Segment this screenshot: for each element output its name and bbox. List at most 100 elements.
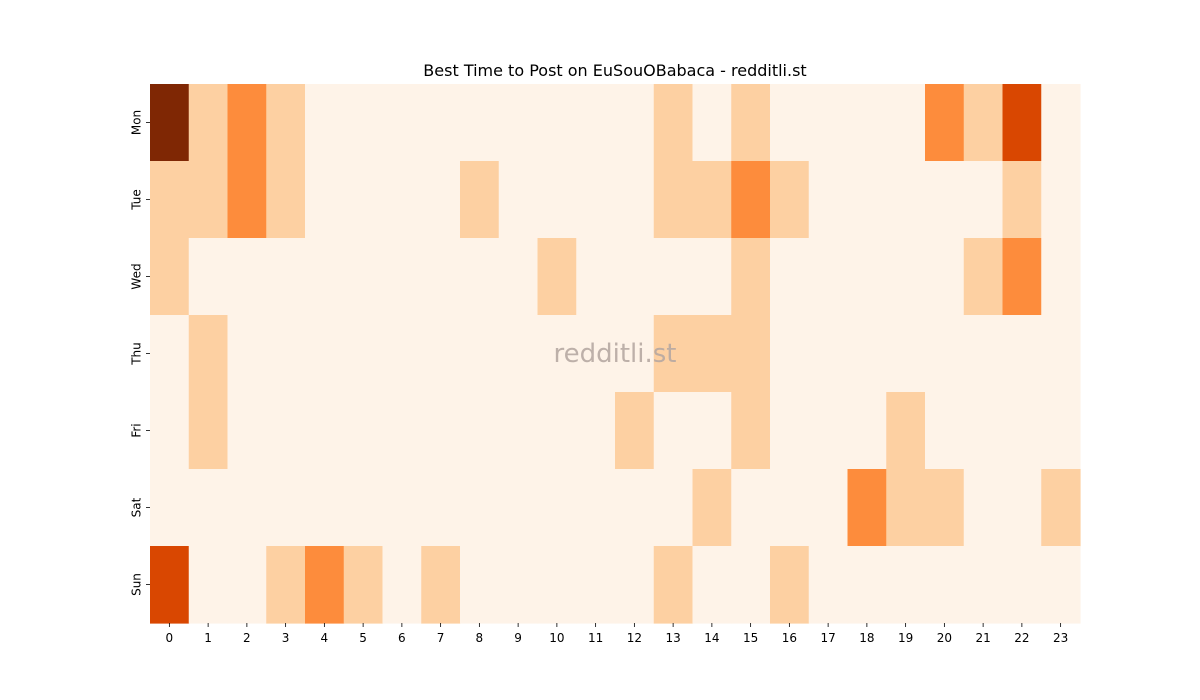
heatmap-cell-mon-21	[963, 84, 1004, 162]
heatmap-cell-sun-5	[343, 546, 384, 624]
heatmap-cell-tue-5	[343, 161, 384, 239]
heatmap-cell-fri-4	[305, 392, 345, 470]
heatmap-cell-sun-3	[266, 546, 306, 624]
heatmap-cell-thu-8	[460, 315, 500, 393]
heatmap-cell-wed-9	[498, 238, 539, 316]
heatmap-cell-fri-22	[1002, 392, 1042, 470]
heatmap-cell-mon-0	[150, 84, 190, 162]
heatmap-cell-mon-18	[847, 84, 887, 162]
heatmap-cell-sat-12	[615, 469, 655, 547]
chart-title: Best Time to Post on EuSouOBabaca - redd…	[423, 61, 806, 80]
heatmap-cell-thu-11	[576, 315, 616, 393]
heatmap-cell-wed-18	[847, 238, 887, 316]
heatmap-cell-sat-16	[770, 469, 810, 547]
y-tick-label: Tue	[130, 189, 144, 211]
heatmap-cell-tue-9	[498, 161, 539, 239]
heatmap-cell-fri-15	[731, 392, 771, 470]
heatmap-cell-mon-14	[692, 84, 732, 162]
heatmap-cell-fri-16	[770, 392, 810, 470]
heatmap-cell-tue-0	[150, 161, 190, 239]
x-tick-label: 14	[704, 631, 719, 645]
y-tick-label: Sun	[130, 573, 144, 596]
heatmap-cell-tue-17	[808, 161, 849, 239]
x-tick-label: 1	[204, 631, 212, 645]
heatmap-cell-sat-21	[963, 469, 1004, 547]
heatmap-cell-sat-14	[692, 469, 732, 547]
heatmap-cell-fri-12	[615, 392, 655, 470]
heatmap-cell-wed-8	[460, 238, 500, 316]
heatmap-cell-tue-8	[460, 161, 500, 239]
heatmap-cell-mon-1	[188, 84, 229, 162]
x-tick-label: 19	[898, 631, 913, 645]
heatmap-cell-fri-18	[847, 392, 887, 470]
heatmap-cell-fri-21	[963, 392, 1004, 470]
x-tick-label: 7	[437, 631, 445, 645]
x-tick-label: 0	[166, 631, 174, 645]
heatmap-cell-tue-19	[886, 161, 926, 239]
heatmap-cell-sat-11	[576, 469, 616, 547]
heatmap-cell-sun-21	[963, 546, 1004, 624]
heatmap-cell-mon-5	[343, 84, 384, 162]
x-tick-label: 16	[782, 631, 797, 645]
heatmap-cell-wed-23	[1041, 238, 1081, 316]
x-tick-label: 8	[476, 631, 484, 645]
heatmap-cell-wed-12	[615, 238, 655, 316]
x-tick-label: 4	[321, 631, 329, 645]
heatmap-cell-sun-2	[227, 546, 267, 624]
heatmap-cell-fri-3	[266, 392, 306, 470]
heatmap-cell-thu-16	[770, 315, 810, 393]
heatmap-cell-mon-19	[886, 84, 926, 162]
heatmap-cell-mon-16	[770, 84, 810, 162]
heatmap-cell-tue-3	[266, 161, 306, 239]
heatmap-cell-tue-10	[537, 161, 577, 239]
heatmap-cell-tue-16	[770, 161, 810, 239]
heatmap-cell-sat-5	[343, 469, 384, 547]
x-tick-label: 20	[937, 631, 952, 645]
heatmap-cell-fri-6	[382, 392, 422, 470]
heatmap-cell-sun-8	[460, 546, 500, 624]
heatmap-cell-thu-7	[421, 315, 461, 393]
heatmap-cell-fri-11	[576, 392, 616, 470]
x-tick-label: 21	[975, 631, 990, 645]
heatmap-cell-tue-2	[227, 161, 267, 239]
heatmap-cell-sun-10	[537, 546, 577, 624]
heatmap-cell-sun-11	[576, 546, 616, 624]
x-tick-label: 12	[627, 631, 642, 645]
heatmap-cell-sun-7	[421, 546, 461, 624]
y-tick-label: Thu	[130, 342, 144, 366]
heatmap-cell-sun-20	[925, 546, 965, 624]
heatmap-cell-sat-22	[1002, 469, 1042, 547]
heatmap-cell-thu-13	[653, 315, 694, 393]
heatmap-cell-sun-16	[770, 546, 810, 624]
heatmap-cell-sun-15	[731, 546, 771, 624]
x-tick-label: 11	[588, 631, 603, 645]
heatmap-cell-sat-15	[731, 469, 771, 547]
heatmap-cell-fri-9	[498, 392, 539, 470]
x-axis-ticks: 0 1 2 3 4 5 6 7 8 9 10 11 12 13 14 15 16 17 18 19 20 21 22 23	[166, 623, 1068, 645]
watermark: redditli.st	[554, 339, 677, 369]
heatmap-cell-tue-6	[382, 161, 422, 239]
heatmap-cell-fri-8	[460, 392, 500, 470]
heatmap-cell-sat-18	[847, 469, 887, 547]
heatmap-cell-thu-1	[188, 315, 229, 393]
heatmap-cell-sat-9	[498, 469, 539, 547]
heatmap-cell-sat-23	[1041, 469, 1081, 547]
heatmap-cell-sat-4	[305, 469, 345, 547]
heatmap-cell-sat-20	[925, 469, 965, 547]
x-tick-label: 13	[665, 631, 680, 645]
heatmap-cell-mon-20	[925, 84, 965, 162]
heatmap-cell-thu-17	[808, 315, 849, 393]
heatmap-cell-wed-0	[150, 238, 190, 316]
heatmap-cell-sat-7	[421, 469, 461, 547]
heatmap-cell-sat-0	[150, 469, 190, 547]
heatmap-cell-wed-13	[653, 238, 694, 316]
x-tick-label: 23	[1053, 631, 1068, 645]
heatmap-cell-wed-10	[537, 238, 577, 316]
heatmap-cell-sat-2	[227, 469, 267, 547]
heatmap-cell-mon-12	[615, 84, 655, 162]
heatmap-cell-sat-19	[886, 469, 926, 547]
heatmap-cell-sun-23	[1041, 546, 1081, 624]
heatmap-cell-wed-22	[1002, 238, 1042, 316]
heatmap-cell-fri-20	[925, 392, 965, 470]
x-tick-label: 9	[514, 631, 522, 645]
